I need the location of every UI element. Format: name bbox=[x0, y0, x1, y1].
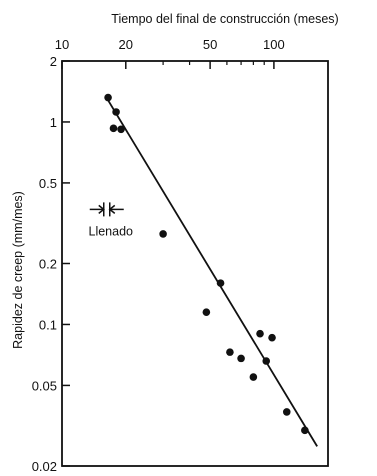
data-point bbox=[216, 279, 225, 287]
x-tick-label: 50 bbox=[203, 37, 217, 52]
axis-ticks bbox=[61, 60, 275, 467]
fill-left-arrowhead bbox=[98, 204, 105, 214]
plot-frame bbox=[61, 60, 329, 467]
y-tick-label: 0.5 bbox=[39, 176, 57, 191]
y-tick-label: 0.2 bbox=[39, 257, 57, 272]
trend-line bbox=[104, 95, 318, 447]
data-point bbox=[104, 93, 112, 102]
fill-right-arrowhead bbox=[108, 204, 116, 214]
x-tick-labels: 10 20 50 100 bbox=[55, 37, 285, 52]
x-tick-label: 100 bbox=[263, 37, 285, 52]
fill-period-label: Llenado bbox=[89, 224, 134, 238]
fill-period-annotation: Llenado bbox=[89, 202, 134, 238]
data-point bbox=[159, 230, 167, 238]
y-tick-label: 1 bbox=[50, 115, 57, 130]
data-point bbox=[249, 373, 258, 381]
data-point bbox=[202, 308, 211, 316]
data-point bbox=[226, 348, 234, 356]
x-tick-label: 10 bbox=[55, 37, 69, 52]
y-axis-title: Rapidez de creep (mm/mes) bbox=[11, 191, 25, 349]
y-tick-labels: 2 1 0.5 0.2 0.1 0.05 0.02 bbox=[32, 54, 57, 474]
data-point bbox=[262, 357, 271, 365]
y-tick-label: 0.05 bbox=[32, 378, 57, 393]
fill-period-arrows bbox=[89, 202, 124, 217]
data-point bbox=[237, 354, 245, 363]
data-points bbox=[104, 93, 309, 435]
data-point bbox=[282, 408, 291, 416]
x-tick-label: 20 bbox=[119, 37, 133, 52]
y-tick-label: 0.02 bbox=[32, 459, 57, 474]
data-point bbox=[268, 333, 276, 342]
data-point bbox=[117, 125, 125, 134]
x-axis-title: Tiempo del final de construcción (meses) bbox=[111, 12, 338, 26]
data-point bbox=[109, 124, 118, 133]
trend-line-group bbox=[104, 95, 318, 447]
y-tick-label: 0.1 bbox=[39, 317, 57, 332]
data-point bbox=[301, 426, 309, 435]
data-point bbox=[256, 329, 264, 338]
data-point bbox=[112, 108, 120, 116]
y-tick-label: 2 bbox=[50, 54, 57, 69]
